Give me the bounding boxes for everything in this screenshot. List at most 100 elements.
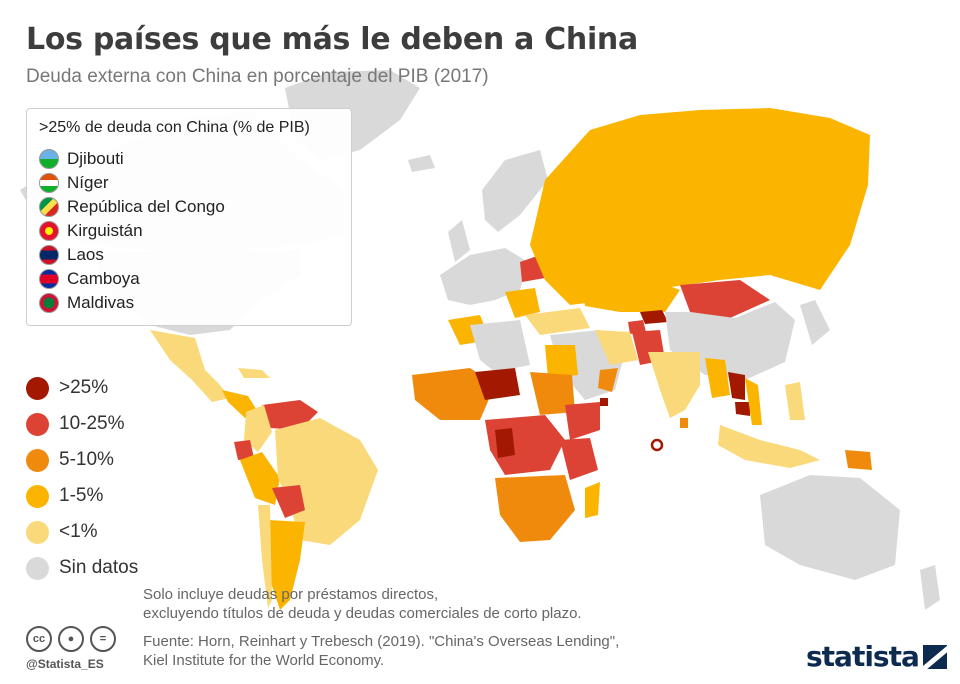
peru-region [240,452,280,505]
highlight-country-list: Djibouti Níger República del Congo Kirgu… [39,147,339,315]
list-item: Níger [39,171,339,195]
korea-japan-region [800,300,830,345]
legend-label: >25% [59,377,109,398]
country-name: Djibouti [67,149,124,168]
statista-logo[interactable]: statista [806,640,947,673]
legend-item: >25% [26,370,138,406]
algeria-region [470,320,530,372]
chile-region [258,505,272,608]
argentina-region [268,520,305,610]
turkey-region [525,308,590,335]
flag-cambodia-icon [39,269,59,289]
niger-region [475,368,520,400]
east-africa-region [560,438,598,480]
myanmar-region [705,358,730,398]
west-africa-region [412,368,495,420]
map-legend: >25% 10-25% 5-10% 1-5% <1% Sin datos [26,370,138,586]
legend-swatch [26,484,49,508]
legend-label: 5-10% [59,449,114,470]
new-zealand-region [920,565,940,610]
scandinavia-region [482,150,548,232]
madagascar-region [585,482,600,518]
balkans-region [505,288,540,318]
sri-lanka-region [680,418,688,428]
legend-label: <1% [59,521,98,542]
uk-region [448,220,470,262]
flag-niger-icon [39,173,59,193]
mongolia-region [680,280,770,318]
highlight-box: >25% de deuda con China (% de PIB) Djibo… [26,108,352,326]
legend-label: Sin datos [59,557,139,578]
country-name: Maldivas [67,293,135,312]
country-name: Kirguistán [67,221,143,240]
country-name: Camboya [67,269,140,288]
legend-item: 10-25% [26,406,138,442]
colombia-region [244,405,272,452]
footnote-line: excluyendo títulos de deuda y deudas com… [143,605,582,622]
page-title: Los países que más le deben a China [26,22,638,57]
cambodia-region [735,402,750,416]
legend-swatch [26,412,49,436]
by-icon: ● [58,626,84,652]
flag-laos-icon [39,245,59,265]
ecuador-region [234,440,254,460]
source-text: Fuente: Horn, Reinhart y Trebesch (2019)… [143,632,619,670]
brazil-region [275,418,378,545]
list-item: Laos [39,243,339,267]
western-europe-region [440,248,528,305]
social-handle: @Statista_ES [26,657,104,671]
ethiopia-region [565,402,600,440]
equals-icon: = [90,626,116,652]
country-name: República del Congo [67,197,225,216]
flag-djibouti-icon [39,149,59,169]
mexico-region [150,330,230,402]
legend-item: 5-10% [26,442,138,478]
indonesia-region [718,425,820,468]
kazakhstan-region [580,275,680,312]
australia-region [760,475,900,580]
country-name: Níger [67,173,109,192]
djibouti-region [600,398,608,406]
philippines-region [785,382,805,420]
footnote-line: Solo incluye deudas por préstamos direct… [143,586,439,603]
footnote: Solo incluye deudas por préstamos direct… [143,585,582,623]
highlight-box-heading: >25% de deuda con China (% de PIB) [39,119,310,136]
source-line: Kiel Institute for the World Economy. [143,652,385,669]
maldives-marker [650,438,664,452]
country-name: Laos [67,245,104,264]
congo-region [495,428,515,458]
legend-swatch [26,520,49,544]
laos-region [728,372,745,400]
iran-region [595,330,638,365]
tajikistan-region [628,320,646,334]
list-item: Kirguistán [39,219,339,243]
legend-label: 10-25% [59,413,125,434]
legend-item: Sin datos [26,550,138,586]
legend-swatch [26,556,49,580]
sudan-region [530,372,575,415]
cc-icon: cc [26,626,52,652]
logo-mark-icon [922,644,947,669]
flag-maldives-icon [39,293,59,313]
vietnam-region [745,378,762,425]
legend-item: 1-5% [26,478,138,514]
oman-region [598,368,618,392]
legend-item: <1% [26,514,138,550]
png-region [845,450,872,470]
caribbean-region [238,368,270,378]
bolivia-region [272,485,305,518]
page-subtitle: Deuda externa con China en porcentaje de… [26,66,489,87]
flag-kyrgyzstan-icon [39,221,59,241]
list-item: República del Congo [39,195,339,219]
legend-swatch [26,448,49,472]
list-item: Djibouti [39,147,339,171]
logo-text: statista [806,640,920,673]
legend-swatch [26,376,49,400]
flag-congo-icon [39,197,59,217]
egypt-region [545,345,578,378]
list-item: Camboya [39,267,339,291]
southern-africa-region [495,475,575,542]
kyrgyzstan-region [640,310,668,324]
list-item: Maldivas [39,291,339,315]
